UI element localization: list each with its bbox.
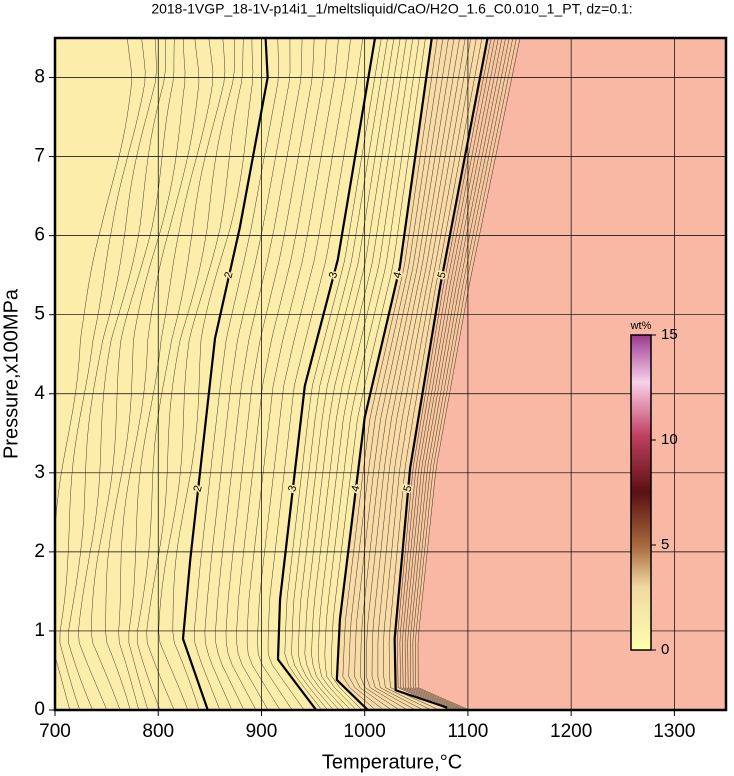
x-tick-label: 900 xyxy=(246,721,278,742)
x-tick-label: 800 xyxy=(142,721,174,742)
minor-contour xyxy=(257,38,351,710)
minor-contour xyxy=(246,38,339,710)
x-tick-label: 1300 xyxy=(653,721,695,742)
y-tick-label: 0 xyxy=(34,699,45,720)
y-axis-label: Pressure,x100MPa xyxy=(0,288,22,459)
x-tick-label: 1200 xyxy=(550,721,592,742)
minor-contour xyxy=(410,38,510,710)
x-tick-label: 1100 xyxy=(447,721,488,742)
minor-contour xyxy=(407,38,506,710)
x-tick-label: 1000 xyxy=(344,721,386,742)
contour-line xyxy=(335,38,433,710)
chart-title: 2018-1VGP_18-1V-p14i1_1/meltsliquid/CaO/… xyxy=(151,1,632,17)
minor-contour xyxy=(304,38,401,710)
colorbar-tick-label: 0 xyxy=(661,641,669,658)
colorbar-label: wt% xyxy=(630,320,652,332)
plot-frame xyxy=(53,36,728,712)
minor-contour xyxy=(317,38,414,710)
minor-contour xyxy=(90,38,175,710)
minor-contour xyxy=(331,38,426,710)
minor-contour xyxy=(215,38,303,710)
y-tick-label: 1 xyxy=(34,620,45,641)
minor-contour xyxy=(354,38,449,710)
minor-contour xyxy=(236,38,327,710)
minor-contour xyxy=(402,38,499,710)
colorbar-tick-label: 15 xyxy=(661,326,678,343)
minor-contour xyxy=(204,38,291,710)
minor-contour xyxy=(225,38,315,710)
minor-contour xyxy=(128,38,214,710)
minor-contour xyxy=(291,38,388,710)
minor-contour xyxy=(377,38,472,710)
y-tick-label: 7 xyxy=(34,146,45,167)
y-tick-label: 8 xyxy=(34,67,45,88)
minor-contour xyxy=(324,38,420,710)
minor-contour xyxy=(55,38,132,710)
y-tick-label: 6 xyxy=(34,225,45,246)
minor-contour xyxy=(78,38,167,710)
y-tick-label: 5 xyxy=(34,304,45,325)
minor-contour xyxy=(158,38,244,710)
minor-contour xyxy=(68,38,157,710)
minor-contour xyxy=(267,38,364,710)
minor-contour xyxy=(412,38,514,710)
colorbar-tick-label: 10 xyxy=(661,431,678,448)
y-tick-label: 3 xyxy=(34,462,45,483)
minor-contour xyxy=(105,38,186,710)
minor-contour xyxy=(342,38,438,710)
shade-band xyxy=(337,38,488,710)
minor-contour xyxy=(59,38,146,710)
y-tick-label: 4 xyxy=(34,383,45,404)
minor-contour xyxy=(118,38,200,710)
minor-contour xyxy=(417,38,521,710)
x-tick-label: 700 xyxy=(39,721,71,742)
minor-contour xyxy=(371,38,466,710)
colorbar-tick-label: 5 xyxy=(661,536,669,553)
minor-contour xyxy=(365,38,460,710)
y-tick-label: 2 xyxy=(34,541,45,562)
x-axis-label: Temperature,°C xyxy=(322,751,462,773)
minor-contour xyxy=(404,38,503,710)
contour-line xyxy=(276,38,377,710)
minor-contour xyxy=(146,38,235,710)
colorbar xyxy=(630,334,652,651)
contour-line xyxy=(181,38,269,710)
minor-contour xyxy=(311,38,407,710)
minor-contour xyxy=(348,38,444,710)
contour-line xyxy=(393,38,489,709)
minor-contour xyxy=(399,38,496,710)
minor-contour xyxy=(137,38,226,710)
minor-contour xyxy=(172,38,254,710)
minor-contour xyxy=(388,38,483,710)
minor-contour xyxy=(297,38,395,710)
minor-contour xyxy=(415,38,517,710)
overlay: 700 800 900 1000 1100 1200 1300 0 1 2 3 4 5 6 7 8 wt% 0 5 1… xyxy=(34,36,728,742)
minor-contour xyxy=(383,38,477,710)
minor-contour xyxy=(194,38,279,710)
minor-contour xyxy=(397,38,492,710)
minor-contour xyxy=(284,38,382,710)
